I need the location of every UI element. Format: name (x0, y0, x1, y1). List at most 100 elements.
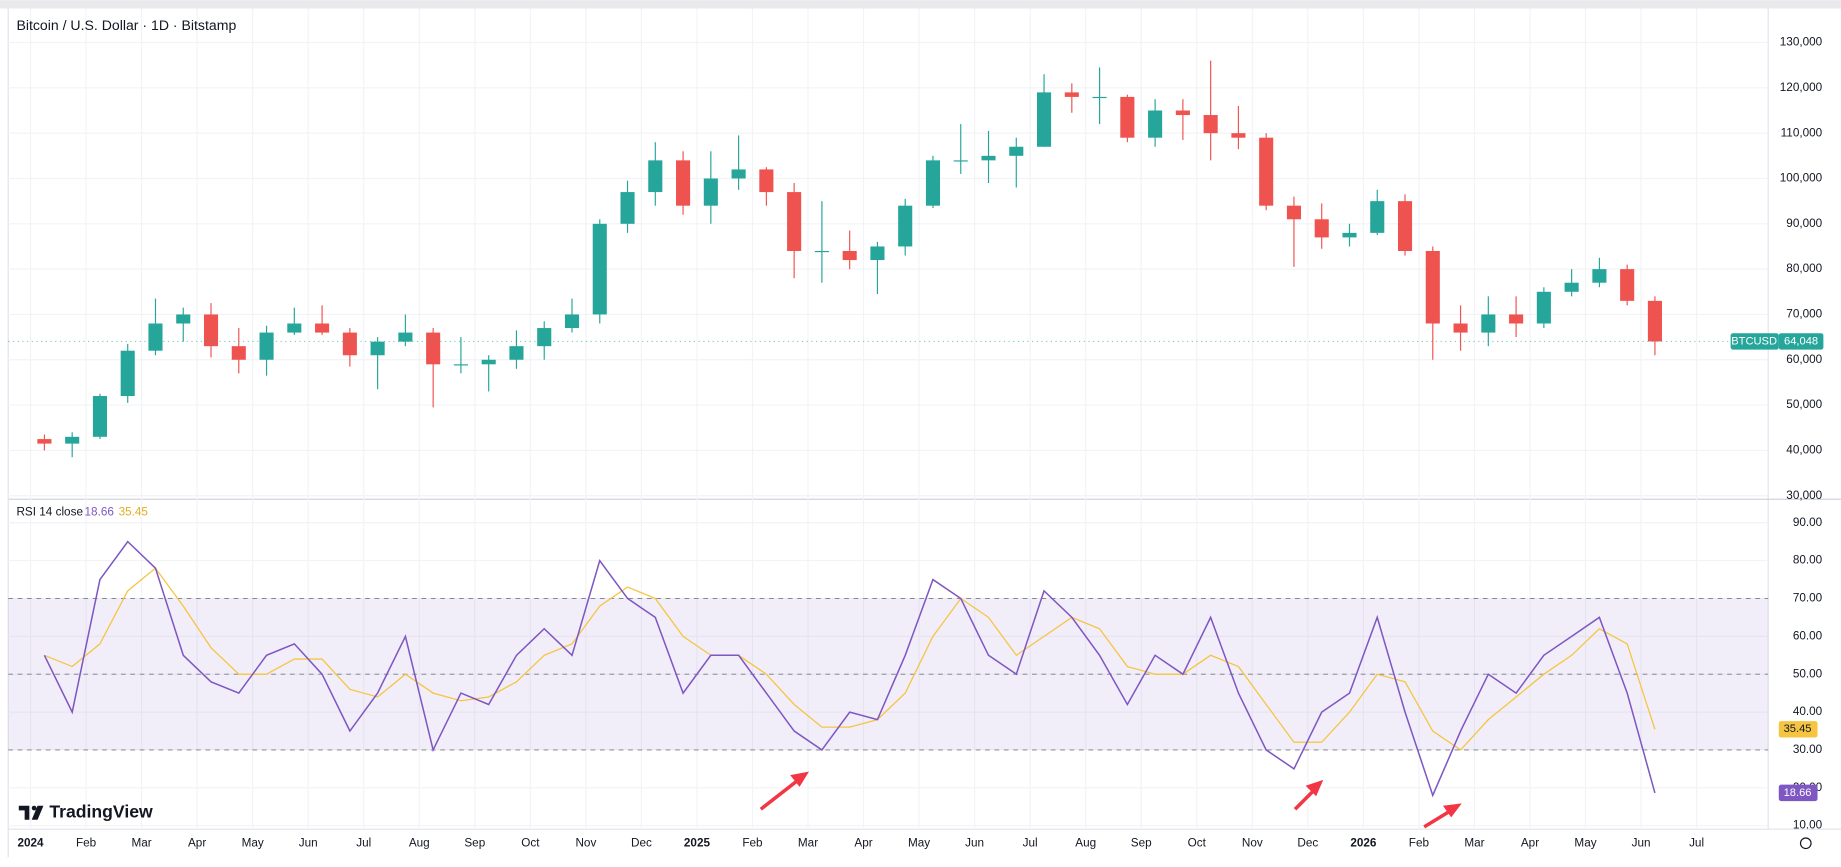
candle-body (537, 328, 552, 347)
rsi-line (43, 540, 1656, 798)
arrow-head (1305, 779, 1324, 797)
grid (8, 8, 1769, 830)
y-tick-label: 60,000 (1786, 353, 1822, 366)
candle-body (231, 346, 246, 360)
x-tick-label: Aug (1075, 836, 1096, 849)
logo: TradingView (18, 801, 153, 821)
candle-body (259, 332, 274, 360)
x-tick-label: Jul (1689, 836, 1704, 849)
value-tag (1778, 784, 1818, 802)
candle-body (1370, 201, 1385, 233)
x-tick-label: Nov (575, 836, 596, 849)
candle-body (1314, 219, 1329, 238)
arrow (1423, 808, 1453, 829)
candle-body (1564, 282, 1579, 292)
x-tick-label: Jun (965, 836, 984, 849)
x-tick-label: Feb (1409, 836, 1430, 849)
x-tick-label: May (908, 836, 930, 849)
y-tick-label: 40,000 (1786, 444, 1822, 457)
x-tick-label: Mar (798, 836, 818, 849)
x-tick-label: 2024 (17, 836, 44, 849)
candle-body (398, 332, 413, 342)
candle-body (120, 350, 135, 397)
candle-body (1425, 250, 1440, 324)
x-tick-label: Apr (1521, 836, 1539, 849)
candle-body (370, 341, 385, 356)
candle-body (1592, 269, 1607, 283)
value-tag-label: 35.45 (1784, 723, 1812, 735)
candle-body (65, 436, 80, 444)
logo-text: TradingView (49, 801, 153, 821)
candle-body (925, 160, 941, 206)
rsi-ma-line (44, 567, 1656, 751)
candle-body (203, 314, 219, 347)
y-tick-label: 110,000 (1781, 126, 1823, 139)
candle-body (814, 250, 829, 253)
y-tick-label: 70,000 (1786, 308, 1822, 321)
price-tag (1778, 333, 1824, 350)
candle-body (1009, 146, 1024, 156)
candle-body (426, 332, 441, 365)
x-tick-label: 2025 (684, 836, 711, 849)
rsi-title: RSI 14 close (16, 505, 83, 518)
candle-body (1203, 115, 1218, 134)
chart-title: Bitcoin / U.S. Dollar · 1D · Bitstamp (16, 17, 236, 33)
y-tick-label: 50.00 (1793, 667, 1823, 680)
y-tick-label: 50,000 (1786, 398, 1822, 411)
candle-body (620, 192, 635, 224)
candle-body (1509, 314, 1524, 324)
x-tick-label: Jun (299, 836, 318, 849)
x-tick-label: Oct (1188, 836, 1207, 849)
candle-body (148, 323, 163, 351)
symbol-label: BTCUSD (1731, 335, 1777, 347)
y-tick-label: 30.00 (1793, 743, 1823, 756)
candle-body (481, 359, 496, 365)
x-tick-label: Mar (1464, 836, 1484, 849)
candle-body (315, 323, 330, 333)
candle-body (1481, 314, 1496, 333)
arrow (759, 778, 800, 811)
candle-body (898, 205, 913, 247)
candle-body (648, 160, 663, 193)
candle-body (1148, 110, 1163, 138)
candle-body (731, 169, 746, 179)
candle-body (1231, 133, 1246, 138)
candle-body (981, 155, 996, 161)
settings-icon[interactable] (1799, 837, 1812, 850)
x-tick-label: Jun (1632, 836, 1651, 849)
x-tick-label: Aug (409, 836, 430, 849)
candle-body (1286, 205, 1301, 220)
y-tick-label: 10.00 (1793, 819, 1823, 832)
x-tick-label: Apr (854, 836, 872, 849)
candle-body (564, 314, 580, 329)
x-tick-label: Feb (76, 836, 97, 849)
candle-body (787, 192, 802, 251)
y-tick-label: 90.00 (1793, 516, 1823, 529)
top-bar (0, 0, 1841, 9)
y-tick-label: 90,000 (1786, 217, 1822, 230)
y-tick-label: 40.00 (1793, 705, 1823, 718)
x-tick-label: Oct (521, 836, 540, 849)
candle-body (509, 346, 524, 360)
arrow-head (790, 771, 809, 787)
x-tick-label: May (242, 836, 264, 849)
arrow (1293, 788, 1317, 811)
x-tick-label: Sep (1131, 836, 1152, 849)
candle-body (1647, 300, 1662, 342)
candle-body (176, 314, 191, 324)
x-tick-label: May (1574, 836, 1596, 849)
x-tick-label: Jul (1023, 836, 1038, 849)
candle-body (1536, 291, 1551, 324)
price-tag-label: 64,048 (1784, 335, 1818, 347)
marks (8, 60, 1769, 798)
tags: 2024 Feb Mar Apr May Jun Jul Aug Sep Oct Nov Dec 202… (17, 36, 1824, 849)
candle-body (1064, 92, 1079, 97)
candle-body (1092, 96, 1107, 99)
candle-body (1342, 232, 1357, 238)
x-tick-label: Dec (1297, 836, 1318, 849)
y-tick-label: 80.00 (1793, 554, 1823, 567)
rsi-ma-value: 35.45 (119, 505, 149, 518)
value-tag (1778, 721, 1818, 738)
